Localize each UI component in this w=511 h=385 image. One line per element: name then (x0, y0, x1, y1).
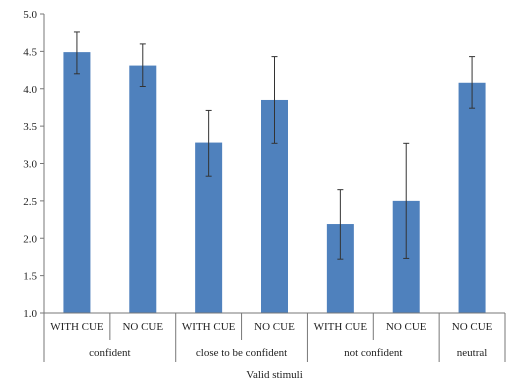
y-tick-label: 4.0 (23, 84, 37, 96)
x-category-label: NO CUE (386, 321, 427, 333)
bar (458, 82, 486, 314)
axes (43, 14, 506, 362)
x-group-label: close to be confident (196, 347, 287, 359)
x-axis-title: Valid stimuli (246, 369, 303, 381)
y-tick-label: 3.0 (23, 159, 37, 171)
x-group-label: not confident (344, 347, 402, 359)
x-category-label: WITH CUE (50, 321, 104, 333)
x-group-labels: confident close to be confident not confid… (89, 347, 487, 359)
y-tick-label: 1.5 (23, 271, 37, 283)
bars (63, 52, 486, 314)
x-category-label: NO CUE (254, 321, 295, 333)
bar (63, 52, 91, 314)
x-category-label: WITH CUE (314, 321, 368, 333)
y-tick-label: 2.5 (23, 196, 37, 208)
x-category-label: NO CUE (452, 321, 493, 333)
y-tick-label: 2.0 (23, 233, 37, 245)
x-category-label: WITH CUE (182, 321, 236, 333)
x-category-label: NO CUE (122, 321, 163, 333)
y-axis-ticks: 1.0 1.5 2.0 2.5 3.0 3.5 4.0 4.5 5.0 (23, 9, 44, 320)
y-tick-label: 1.0 (23, 308, 37, 320)
bar (129, 65, 157, 313)
error-bars (73, 31, 476, 260)
x-group-label: confident (89, 347, 131, 359)
y-tick-label: 3.5 (23, 121, 37, 133)
y-tick-label: 4.5 (23, 46, 37, 58)
x-category-labels: WITH CUE NO CUE WITH CUE NO CUE WITH CUE NO C… (50, 321, 492, 333)
x-group-label: neutral (457, 347, 488, 359)
y-tick-label: 5.0 (23, 9, 37, 21)
